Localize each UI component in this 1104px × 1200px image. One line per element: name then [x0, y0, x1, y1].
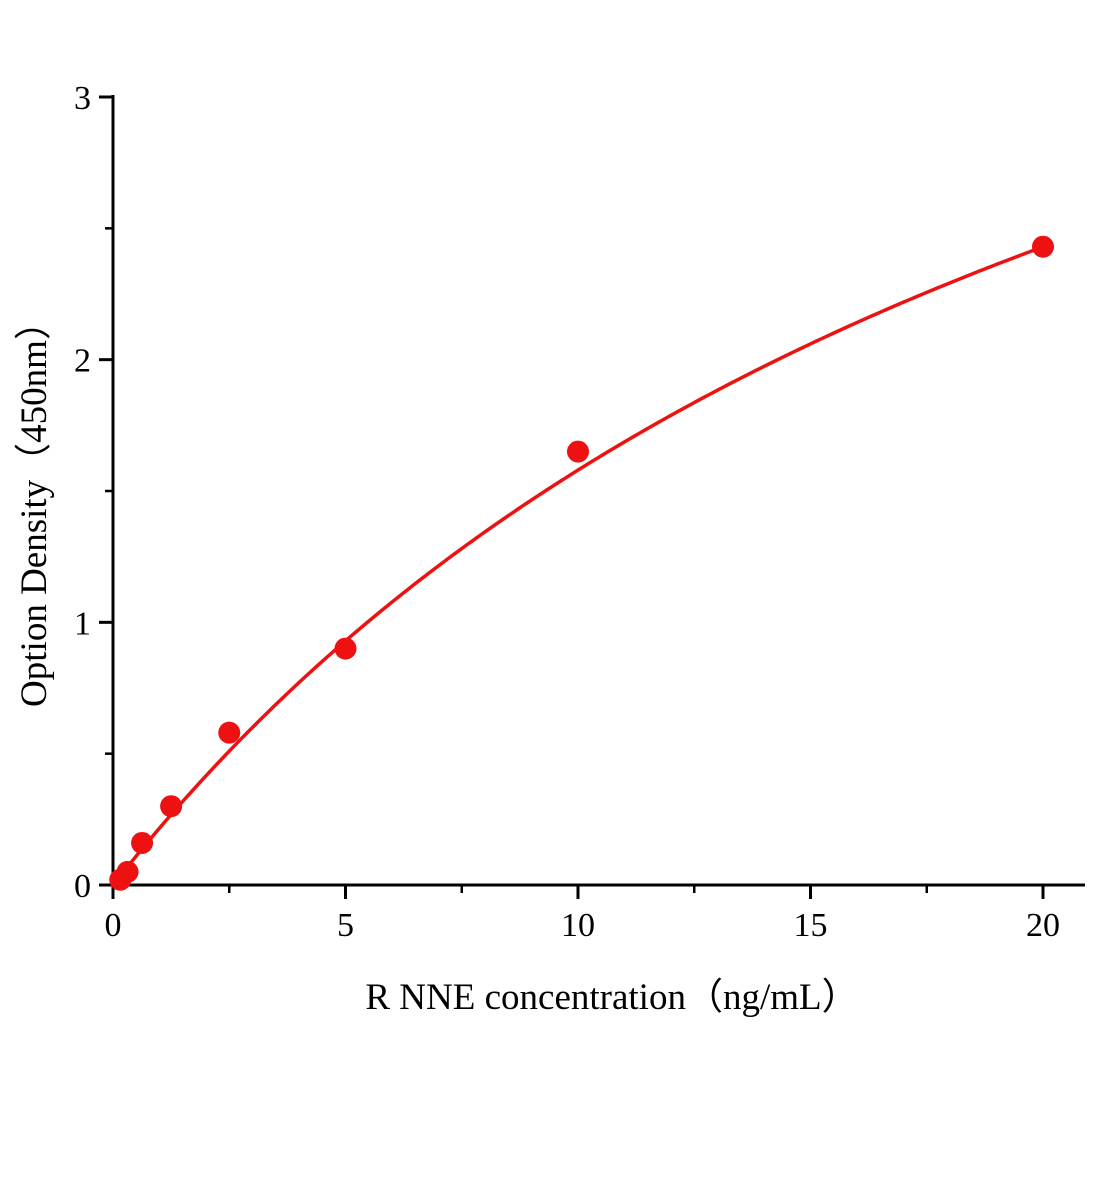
x-tick-label: 0 [105, 907, 122, 944]
data-point [131, 831, 154, 854]
x-tick-label: 5 [337, 907, 354, 944]
data-point [1032, 235, 1054, 258]
y-tick-label: 0 [74, 868, 91, 905]
x-tick-label: 10 [561, 907, 595, 944]
data-point [567, 440, 589, 463]
x-axis-title: R NNE concentration（ng/mL） [365, 977, 859, 1018]
data-point [218, 721, 241, 744]
data-point [160, 795, 183, 818]
data-point [334, 637, 357, 660]
x-tick-label: 15 [794, 907, 828, 944]
y-tick-label: 2 [74, 343, 91, 380]
y-tick-label: 1 [74, 605, 91, 642]
x-tick-label: 20 [1026, 907, 1060, 944]
y-tick-label: 3 [74, 80, 91, 117]
y-axis-title: Option Density（450nm） [14, 303, 55, 707]
fit-curve [116, 246, 1042, 880]
data-point [116, 860, 139, 883]
